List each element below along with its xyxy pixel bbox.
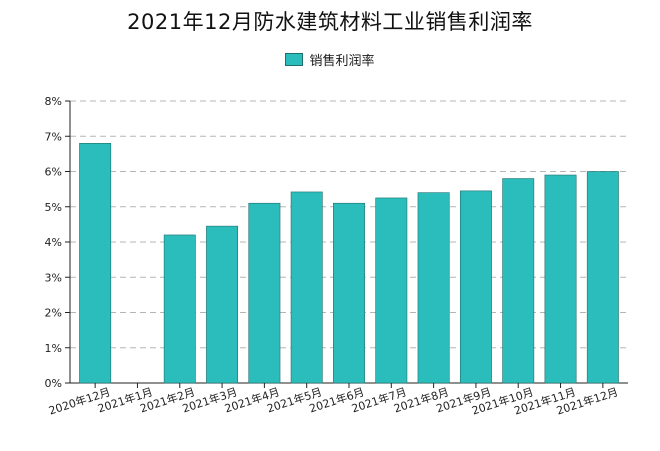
y-tick-label: 5% bbox=[45, 201, 62, 214]
legend-swatch bbox=[285, 53, 304, 66]
y-tick-label: 1% bbox=[45, 342, 62, 355]
bar bbox=[333, 202, 365, 384]
bar bbox=[417, 192, 450, 384]
y-tick-label: 4% bbox=[45, 236, 62, 249]
y-tick-label: 6% bbox=[45, 166, 62, 179]
bar bbox=[206, 225, 239, 384]
bar bbox=[544, 174, 577, 384]
bar bbox=[502, 178, 535, 384]
y-tick-label: 0% bbox=[45, 377, 62, 390]
bar bbox=[79, 143, 112, 384]
legend-label: 销售利润率 bbox=[309, 54, 375, 69]
y-tick-label: 3% bbox=[45, 271, 62, 284]
y-tick-label: 2% bbox=[45, 307, 62, 320]
bar bbox=[248, 202, 281, 384]
bar bbox=[459, 190, 492, 384]
bar bbox=[375, 197, 408, 384]
bar bbox=[290, 191, 323, 384]
bar bbox=[163, 234, 196, 384]
bar bbox=[586, 171, 619, 384]
y-tick-label: 7% bbox=[45, 130, 62, 143]
y-tick-label: 8% bbox=[45, 95, 62, 108]
chart-title: 2021年12月防水建筑材料工业销售利润率 bbox=[127, 10, 533, 34]
legend: 销售利润率 bbox=[0, 50, 660, 69]
